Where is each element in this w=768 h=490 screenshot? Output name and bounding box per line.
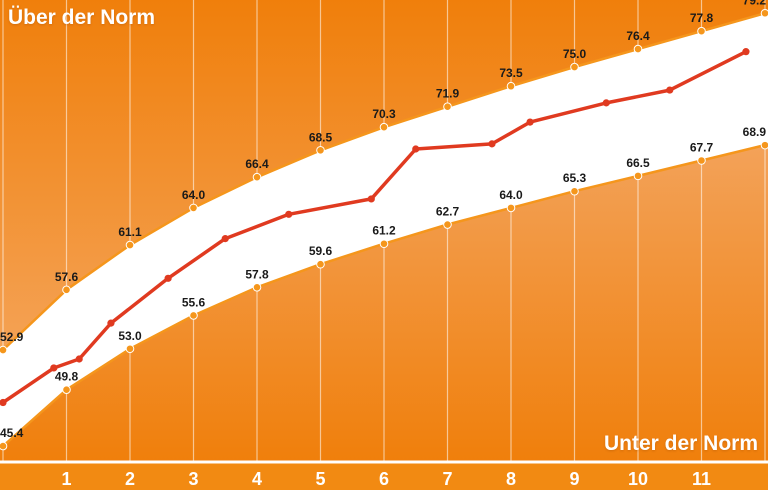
x-tick-label-4: 4 — [252, 469, 262, 489]
lower-value-label-6: 61.2 — [372, 224, 396, 238]
points-layer — [0, 8, 768, 451]
lower-value-label-3: 55.6 — [182, 295, 206, 309]
lower-bound-point-5 — [316, 259, 325, 269]
upper-value-label-7: 71.9 — [436, 87, 460, 101]
measured-point-0 — [0, 398, 7, 407]
lower-value-label-0: 45.4 — [0, 426, 24, 440]
upper-bound-point-4 — [252, 172, 262, 182]
measured-point-2 — [75, 355, 83, 363]
upper-value-label-9: 75.0 — [563, 47, 587, 61]
lower-bound-point-4 — [252, 282, 262, 292]
lower-bound-point-6 — [379, 239, 389, 249]
upper-value-label-4: 66.4 — [245, 157, 269, 171]
upper-bound-point-10 — [633, 44, 643, 54]
lower-bound-point-9 — [570, 186, 579, 196]
upper-bound-point-6 — [379, 122, 389, 132]
x-tick-label-2: 2 — [125, 469, 135, 489]
upper-value-label-0: 52.9 — [0, 330, 24, 344]
lower-value-label-2: 53.0 — [118, 329, 142, 343]
upper-value-label-11: 77.8 — [690, 11, 714, 25]
upper-bound-point-11 — [697, 26, 706, 36]
lower-bound-point-8 — [506, 203, 516, 213]
lower-bound-point-10 — [633, 171, 643, 181]
lower-value-label-12: 68.9 — [743, 125, 767, 139]
lower-value-label-7: 62.7 — [436, 205, 460, 219]
value-labels-layer: 52.9 57.6 61.1 64.0 66.4 68.5 70.3 71.9 73.5 75.0… — [0, 0, 766, 440]
x-tick-label-7: 7 — [442, 469, 452, 489]
lower-value-label-11: 67.7 — [690, 141, 714, 155]
lower-value-label-10: 66.5 — [626, 156, 650, 170]
measured-point-6 — [285, 210, 293, 218]
lower-value-label-9: 65.3 — [563, 171, 587, 185]
x-tick-label-10: 10 — [628, 469, 648, 489]
x-tick-label-1: 1 — [61, 469, 71, 489]
lower-bound-point-1 — [62, 385, 71, 395]
below-norm-label: Unter der Norm — [603, 432, 758, 455]
upper-value-label-12: 79.2 — [743, 0, 767, 7]
x-axis-strip — [0, 462, 768, 490]
x-axis: 1 2 3 4 5 6 7 8 9 10 11 — [61, 469, 711, 489]
upper-value-label-5: 68.5 — [309, 130, 333, 144]
upper-value-label-10: 76.4 — [626, 29, 650, 43]
measured-point-11 — [602, 99, 610, 107]
upper-bound-point-2 — [125, 240, 135, 250]
above-norm-label: Über der Norm — [8, 6, 156, 29]
upper-bound-point-1 — [62, 285, 71, 295]
lower-value-label-5: 59.6 — [309, 244, 333, 258]
lower-value-label-8: 64.0 — [499, 188, 523, 202]
x-tick-label-8: 8 — [506, 469, 516, 489]
upper-bound-point-3 — [189, 203, 198, 213]
upper-bound-point-9 — [570, 62, 579, 72]
measured-point-10 — [526, 118, 534, 126]
upper-value-label-1: 57.6 — [55, 270, 79, 284]
above-norm-region — [0, 0, 768, 350]
lower-bound-point-7 — [443, 220, 452, 229]
x-tick-label-11: 11 — [692, 469, 711, 489]
upper-bound-point-8 — [506, 81, 516, 91]
measured-point-9 — [488, 140, 496, 148]
measured-point-3 — [107, 319, 115, 327]
x-tick-label-5: 5 — [315, 469, 325, 489]
upper-bound-point-5 — [316, 145, 325, 155]
measured-point-1 — [50, 364, 58, 372]
measured-point-5 — [221, 235, 229, 243]
grid-layer — [0, 0, 768, 464]
lower-value-label-1: 49.8 — [55, 370, 79, 384]
upper-value-label-2: 61.1 — [118, 225, 142, 239]
lower-bound-point-3 — [189, 311, 198, 320]
upper-value-label-3: 64.0 — [182, 188, 206, 202]
x-tick-label-3: 3 — [188, 469, 198, 489]
lower-bound-point-12 — [760, 140, 768, 150]
lower-value-label-4: 57.8 — [245, 267, 269, 281]
measured-point-12 — [666, 86, 674, 94]
measured-line — [1, 49, 748, 405]
x-tick-label-6: 6 — [379, 469, 389, 489]
measured-point-13 — [742, 48, 750, 56]
lower-bound-point-0 — [0, 441, 8, 451]
upper-bound-point-12 — [760, 8, 768, 18]
upper-bound-point-0 — [0, 345, 8, 355]
lower-bound-point-2 — [125, 344, 135, 354]
measured-point-8 — [412, 145, 420, 153]
upper-value-label-8: 73.5 — [499, 66, 523, 80]
upper-bound-point-7 — [443, 102, 452, 112]
x-tick-label-9: 9 — [569, 469, 579, 489]
measured-point-7 — [367, 195, 375, 203]
measured-point-4 — [164, 274, 172, 282]
lower-bound-point-11 — [697, 156, 706, 165]
upper-value-label-6: 70.3 — [372, 107, 396, 121]
